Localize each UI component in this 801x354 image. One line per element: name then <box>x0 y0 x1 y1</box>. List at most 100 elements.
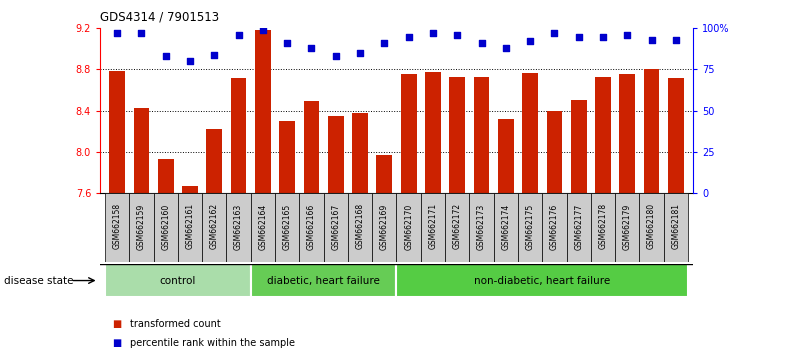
Bar <box>619 74 635 193</box>
Point <box>597 34 610 39</box>
Text: percentile rank within the sample: percentile rank within the sample <box>130 338 295 348</box>
Point <box>159 53 172 59</box>
Point <box>475 40 488 46</box>
Point <box>256 27 269 33</box>
Text: disease state: disease state <box>4 275 74 286</box>
Point <box>451 32 464 38</box>
Bar <box>566 193 591 262</box>
Bar <box>105 264 251 297</box>
Bar <box>664 193 688 262</box>
Bar <box>348 193 372 262</box>
Bar <box>445 193 469 262</box>
Bar <box>300 193 324 262</box>
Bar <box>668 78 684 193</box>
Bar <box>109 70 125 193</box>
Text: GSM662163: GSM662163 <box>234 203 243 250</box>
Bar <box>280 121 295 193</box>
Point <box>524 39 537 44</box>
Point <box>378 40 391 46</box>
Bar <box>639 193 664 262</box>
Bar <box>182 186 198 193</box>
Bar <box>493 193 518 262</box>
Bar <box>571 100 586 193</box>
Bar <box>207 129 222 193</box>
Point <box>329 53 342 59</box>
Text: GSM662158: GSM662158 <box>113 203 122 250</box>
Bar <box>324 193 348 262</box>
Text: GSM662178: GSM662178 <box>598 203 607 250</box>
Bar <box>400 74 417 193</box>
Text: GSM662164: GSM662164 <box>259 203 268 250</box>
Bar <box>372 193 396 262</box>
Text: GSM662179: GSM662179 <box>622 203 632 250</box>
Point <box>426 30 439 36</box>
Bar <box>595 77 611 193</box>
Point <box>402 34 415 39</box>
Bar <box>231 78 247 193</box>
Bar <box>328 116 344 193</box>
Bar <box>154 193 178 262</box>
Bar <box>498 119 513 193</box>
Bar <box>158 159 174 193</box>
Text: GSM662180: GSM662180 <box>647 203 656 250</box>
Point <box>572 34 585 39</box>
Point <box>354 50 367 56</box>
Bar <box>251 264 396 297</box>
Bar <box>396 193 421 262</box>
Text: GSM662171: GSM662171 <box>429 203 437 250</box>
Text: GSM662170: GSM662170 <box>405 203 413 250</box>
Bar <box>542 193 566 262</box>
Bar <box>518 193 542 262</box>
Text: ■: ■ <box>112 319 122 329</box>
Bar <box>255 30 271 193</box>
Text: GSM662159: GSM662159 <box>137 203 146 250</box>
Text: GSM662166: GSM662166 <box>307 203 316 250</box>
Bar <box>129 193 154 262</box>
Text: GSM662174: GSM662174 <box>501 203 510 250</box>
Point <box>305 45 318 51</box>
Text: control: control <box>159 275 196 286</box>
Bar <box>421 193 445 262</box>
Bar <box>304 101 320 193</box>
Text: ■: ■ <box>112 338 122 348</box>
Point <box>135 30 148 36</box>
Bar <box>591 193 615 262</box>
Text: GSM662175: GSM662175 <box>525 203 534 250</box>
Text: GSM662161: GSM662161 <box>186 203 195 250</box>
Bar <box>227 193 251 262</box>
Text: GSM662172: GSM662172 <box>453 203 461 250</box>
Bar <box>522 73 538 193</box>
Text: non-diabetic, heart failure: non-diabetic, heart failure <box>474 275 610 286</box>
Point <box>111 30 123 36</box>
Text: GSM662176: GSM662176 <box>550 203 559 250</box>
Text: GSM662181: GSM662181 <box>671 203 680 249</box>
Point <box>499 45 512 51</box>
Bar <box>546 110 562 193</box>
Point <box>548 30 561 36</box>
Text: GSM662160: GSM662160 <box>161 203 171 250</box>
Bar <box>376 155 392 193</box>
Text: GSM662177: GSM662177 <box>574 203 583 250</box>
Point <box>281 40 294 46</box>
Text: GSM662165: GSM662165 <box>283 203 292 250</box>
Point <box>183 58 196 64</box>
Bar <box>275 193 300 262</box>
Bar <box>425 72 441 193</box>
Point <box>208 52 221 57</box>
Bar <box>134 108 149 193</box>
Text: GSM662168: GSM662168 <box>356 203 364 250</box>
Bar <box>105 193 129 262</box>
Bar <box>396 264 688 297</box>
Text: diabetic, heart failure: diabetic, heart failure <box>268 275 380 286</box>
Text: GSM662173: GSM662173 <box>477 203 486 250</box>
Bar <box>644 69 659 193</box>
Point <box>232 32 245 38</box>
Bar <box>449 77 465 193</box>
Bar <box>352 113 368 193</box>
Point <box>621 32 634 38</box>
Point <box>670 37 682 43</box>
Text: transformed count: transformed count <box>130 319 220 329</box>
Bar <box>473 77 489 193</box>
Bar <box>178 193 202 262</box>
Text: GDS4314 / 7901513: GDS4314 / 7901513 <box>100 11 219 24</box>
